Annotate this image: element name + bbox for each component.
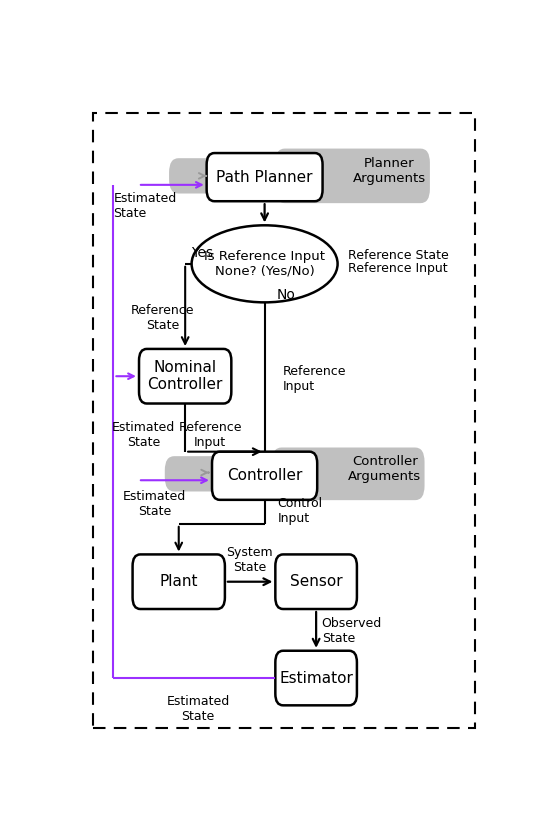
- Text: Nominal
Controller: Nominal Controller: [147, 360, 223, 393]
- FancyBboxPatch shape: [139, 349, 232, 404]
- Text: Controller
Arguments: Controller Arguments: [348, 455, 422, 484]
- Text: Plant: Plant: [160, 575, 198, 589]
- Text: Reference
Input: Reference Input: [283, 365, 347, 394]
- FancyBboxPatch shape: [165, 456, 227, 491]
- Text: Reference Input: Reference Input: [348, 263, 448, 275]
- FancyBboxPatch shape: [132, 555, 225, 609]
- FancyBboxPatch shape: [275, 651, 357, 706]
- FancyBboxPatch shape: [169, 158, 235, 193]
- Text: Estimator: Estimator: [279, 671, 353, 686]
- FancyBboxPatch shape: [275, 148, 430, 203]
- FancyBboxPatch shape: [272, 448, 424, 500]
- Ellipse shape: [192, 225, 337, 303]
- Text: Estimated
State: Estimated State: [112, 421, 175, 450]
- Text: Controller: Controller: [227, 468, 302, 483]
- FancyBboxPatch shape: [212, 452, 317, 500]
- Text: Control
Input: Control Input: [278, 497, 322, 525]
- Text: System
State: System State: [226, 546, 273, 574]
- Text: Sensor: Sensor: [290, 575, 342, 589]
- FancyBboxPatch shape: [207, 153, 322, 201]
- Text: Estimated
State: Estimated State: [166, 695, 230, 723]
- Text: Reference State: Reference State: [348, 249, 449, 262]
- Text: Planner
Arguments: Planner Arguments: [352, 157, 425, 184]
- Text: Is Reference Input
None? (Yes/No): Is Reference Input None? (Yes/No): [204, 250, 325, 278]
- Text: Observed
State: Observed State: [322, 617, 382, 646]
- Text: No: No: [276, 288, 295, 302]
- FancyBboxPatch shape: [93, 113, 475, 728]
- FancyBboxPatch shape: [275, 555, 357, 609]
- Text: Estimated
State: Estimated State: [122, 490, 186, 518]
- Text: Path Planner: Path Planner: [217, 169, 313, 184]
- Text: Reference
State: Reference State: [131, 304, 194, 333]
- Text: Yes: Yes: [191, 246, 213, 260]
- Text: Estimated
State: Estimated State: [114, 192, 177, 220]
- Text: Reference
Input: Reference Input: [178, 421, 242, 450]
